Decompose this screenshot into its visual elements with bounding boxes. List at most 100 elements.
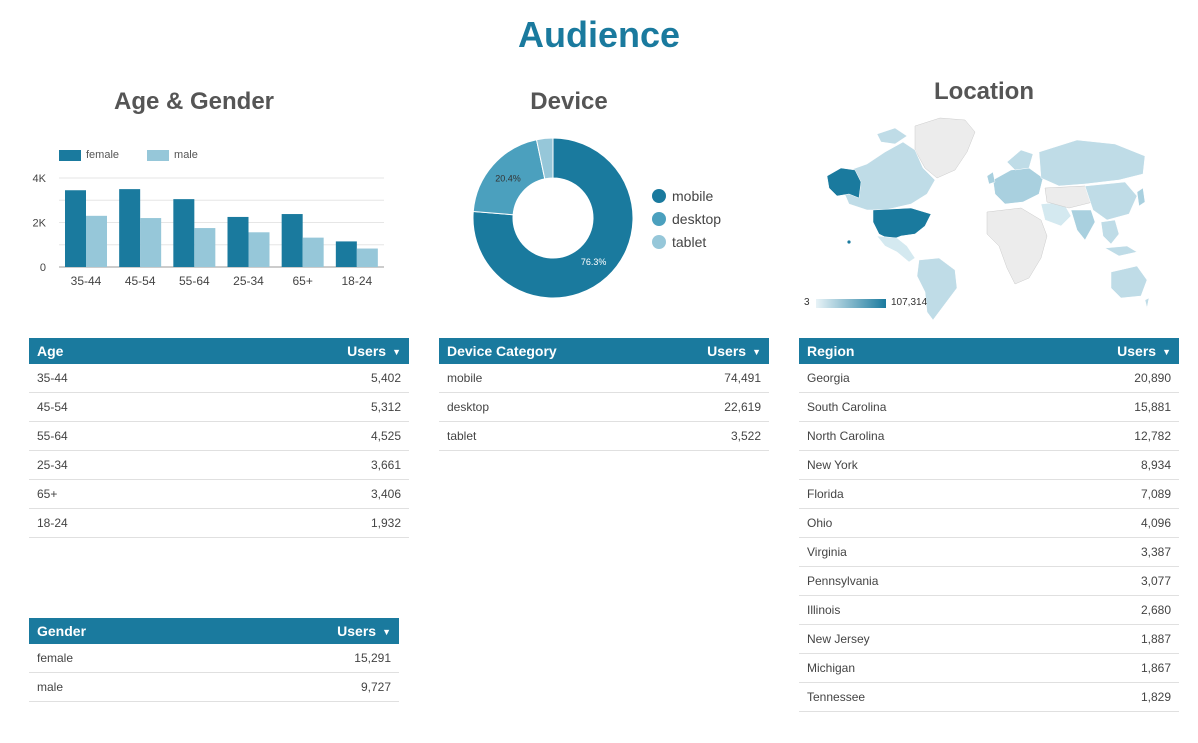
sort-desc-icon[interactable]: ▼	[1162, 347, 1171, 357]
region-users-cell: 12,782	[1018, 421, 1179, 451]
age-label-cell: 45-54	[29, 392, 182, 422]
sort-desc-icon[interactable]: ▼	[392, 347, 401, 357]
device-table: Device Category Users ▼ mobile 74,491 deskt…	[439, 338, 769, 451]
table-row[interactable]: mobile 74,491	[439, 364, 769, 393]
map-central-asia	[1044, 185, 1094, 209]
donut-slice-tablet[interactable]	[535, 137, 554, 180]
region-users-cell: 2,680	[1018, 595, 1179, 625]
map-south-america	[916, 257, 958, 321]
device-users-cell: 3,522	[651, 421, 769, 451]
table-row[interactable]: 65+ 3,406	[29, 479, 409, 509]
legend-label-tablet: tablet	[672, 233, 707, 250]
device-users-cell: 22,619	[651, 392, 769, 422]
table-row[interactable]: 18-24 1,932	[29, 508, 409, 538]
region-users-cell: 15,881	[1018, 392, 1179, 422]
device-users-column-header[interactable]: Users ▼	[707, 343, 761, 359]
map-new-zealand	[1144, 297, 1150, 309]
bar-male-18-24[interactable]	[356, 248, 378, 267]
table-row[interactable]: male 9,727	[29, 672, 399, 702]
region-label-cell: Pennsylvania	[799, 566, 1019, 596]
page-title: Audience	[517, 14, 681, 55]
device-category-column-header[interactable]: Device Category	[447, 343, 557, 359]
bar-female-65+[interactable]	[281, 214, 303, 267]
region-label-cell: Michigan	[799, 653, 1019, 683]
table-row[interactable]: South Carolina 15,881	[799, 392, 1179, 422]
y-tick-label: 0	[40, 262, 46, 274]
map-alaska	[826, 167, 862, 199]
table-row[interactable]: 55-64 4,525	[29, 421, 409, 451]
bar-female-25-34[interactable]	[227, 216, 249, 267]
region-column-header[interactable]: Region	[807, 343, 855, 359]
bar-male-35-44[interactable]	[86, 215, 107, 267]
region-label-cell: Florida	[799, 479, 1019, 509]
bar-male-65+[interactable]	[302, 237, 324, 267]
donut-slice-mobile[interactable]	[472, 137, 634, 299]
table-row[interactable]: Virginia 3,387	[799, 537, 1179, 567]
bar-male-55-64[interactable]	[194, 228, 216, 267]
map-russia	[1038, 139, 1146, 187]
table-row[interactable]: North Carolina 12,782	[799, 421, 1179, 451]
gender-users-cell: 9,727	[207, 672, 399, 702]
map-india	[1070, 209, 1096, 241]
device-table-header: Device Category Users ▼	[439, 338, 769, 364]
table-row[interactable]: New Jersey 1,887	[799, 624, 1179, 654]
gender-table-header: Gender Users ▼	[29, 618, 399, 644]
table-row[interactable]: 35-44 5,402	[29, 364, 409, 393]
sort-desc-icon[interactable]: ▼	[752, 347, 761, 357]
bar-male-25-34[interactable]	[248, 232, 270, 267]
age-gender-bar-chart: 0 2K 4K 35-44 45-54 55-64 25-34 65+ 18-24	[33, 173, 384, 288]
region-table: Region Users ▼ Georgia 20,890 South Carolin…	[799, 338, 1179, 712]
region-label-cell: North Carolina	[799, 421, 1019, 451]
gender-users-cell: 15,291	[207, 644, 399, 673]
x-tick-label: 18-24	[341, 274, 372, 288]
table-row[interactable]: 25-34 3,661	[29, 450, 409, 480]
age-users-column-header[interactable]: Users ▼	[347, 343, 401, 359]
table-row[interactable]: New York 8,934	[799, 450, 1179, 480]
age-users-cell: 4,525	[181, 421, 409, 451]
age-column-header[interactable]: Age	[37, 343, 64, 359]
map-greenland	[914, 117, 976, 179]
age-users-cell: 5,402	[181, 364, 409, 393]
table-row[interactable]: Georgia 20,890	[799, 364, 1179, 393]
location-title: Location	[934, 78, 1034, 105]
map-canada	[838, 141, 936, 211]
table-row[interactable]: Pennsylvania 3,077	[799, 566, 1179, 596]
region-users-column-header[interactable]: Users ▼	[1117, 343, 1171, 359]
table-row[interactable]: female 15,291	[29, 644, 399, 673]
gender-column-header[interactable]: Gender	[37, 623, 87, 639]
table-row[interactable]: Michigan 1,867	[799, 653, 1179, 683]
region-label-cell: New York	[799, 450, 1019, 480]
region-users-cell: 8,934	[1018, 450, 1179, 480]
map-china	[1084, 181, 1138, 221]
map-uk	[986, 171, 996, 185]
table-row[interactable]: Tennessee 1,829	[799, 682, 1179, 712]
table-row[interactable]: 45-54 5,312	[29, 392, 409, 422]
map-japan	[1136, 187, 1146, 207]
device-label-cell: tablet	[439, 421, 652, 451]
region-label-cell: Ohio	[799, 508, 1019, 538]
world-map[interactable]	[815, 112, 1150, 322]
sort-desc-icon[interactable]: ▼	[382, 627, 391, 637]
map-se-asia	[1100, 219, 1120, 245]
region-table-header: Region Users ▼	[799, 338, 1179, 364]
region-users-cell: 1,829	[1018, 682, 1179, 712]
table-row[interactable]: Florida 7,089	[799, 479, 1179, 509]
bar-female-45-54[interactable]	[119, 189, 141, 267]
region-users-cell: 3,077	[1018, 566, 1179, 596]
legend-dot-tablet	[652, 234, 666, 249]
region-label-cell: New Jersey	[799, 624, 1019, 654]
map-scandinavia	[1006, 149, 1034, 171]
table-row[interactable]: Ohio 4,096	[799, 508, 1179, 538]
bar-female-55-64[interactable]	[173, 199, 195, 267]
bar-male-45-54[interactable]	[140, 218, 162, 267]
device-label-cell: mobile	[439, 364, 652, 393]
region-users-cell: 3,387	[1018, 537, 1179, 567]
bar-female-18-24[interactable]	[335, 241, 357, 267]
gender-users-column-header[interactable]: Users ▼	[337, 623, 391, 639]
table-row[interactable]: desktop 22,619	[439, 392, 769, 422]
table-row[interactable]: tablet 3,522	[439, 421, 769, 451]
device-legend: mobile desktop tablet	[652, 184, 721, 253]
x-tick-label: 55-64	[179, 274, 210, 288]
bar-female-35-44[interactable]	[65, 190, 86, 267]
table-row[interactable]: Illinois 2,680	[799, 595, 1179, 625]
